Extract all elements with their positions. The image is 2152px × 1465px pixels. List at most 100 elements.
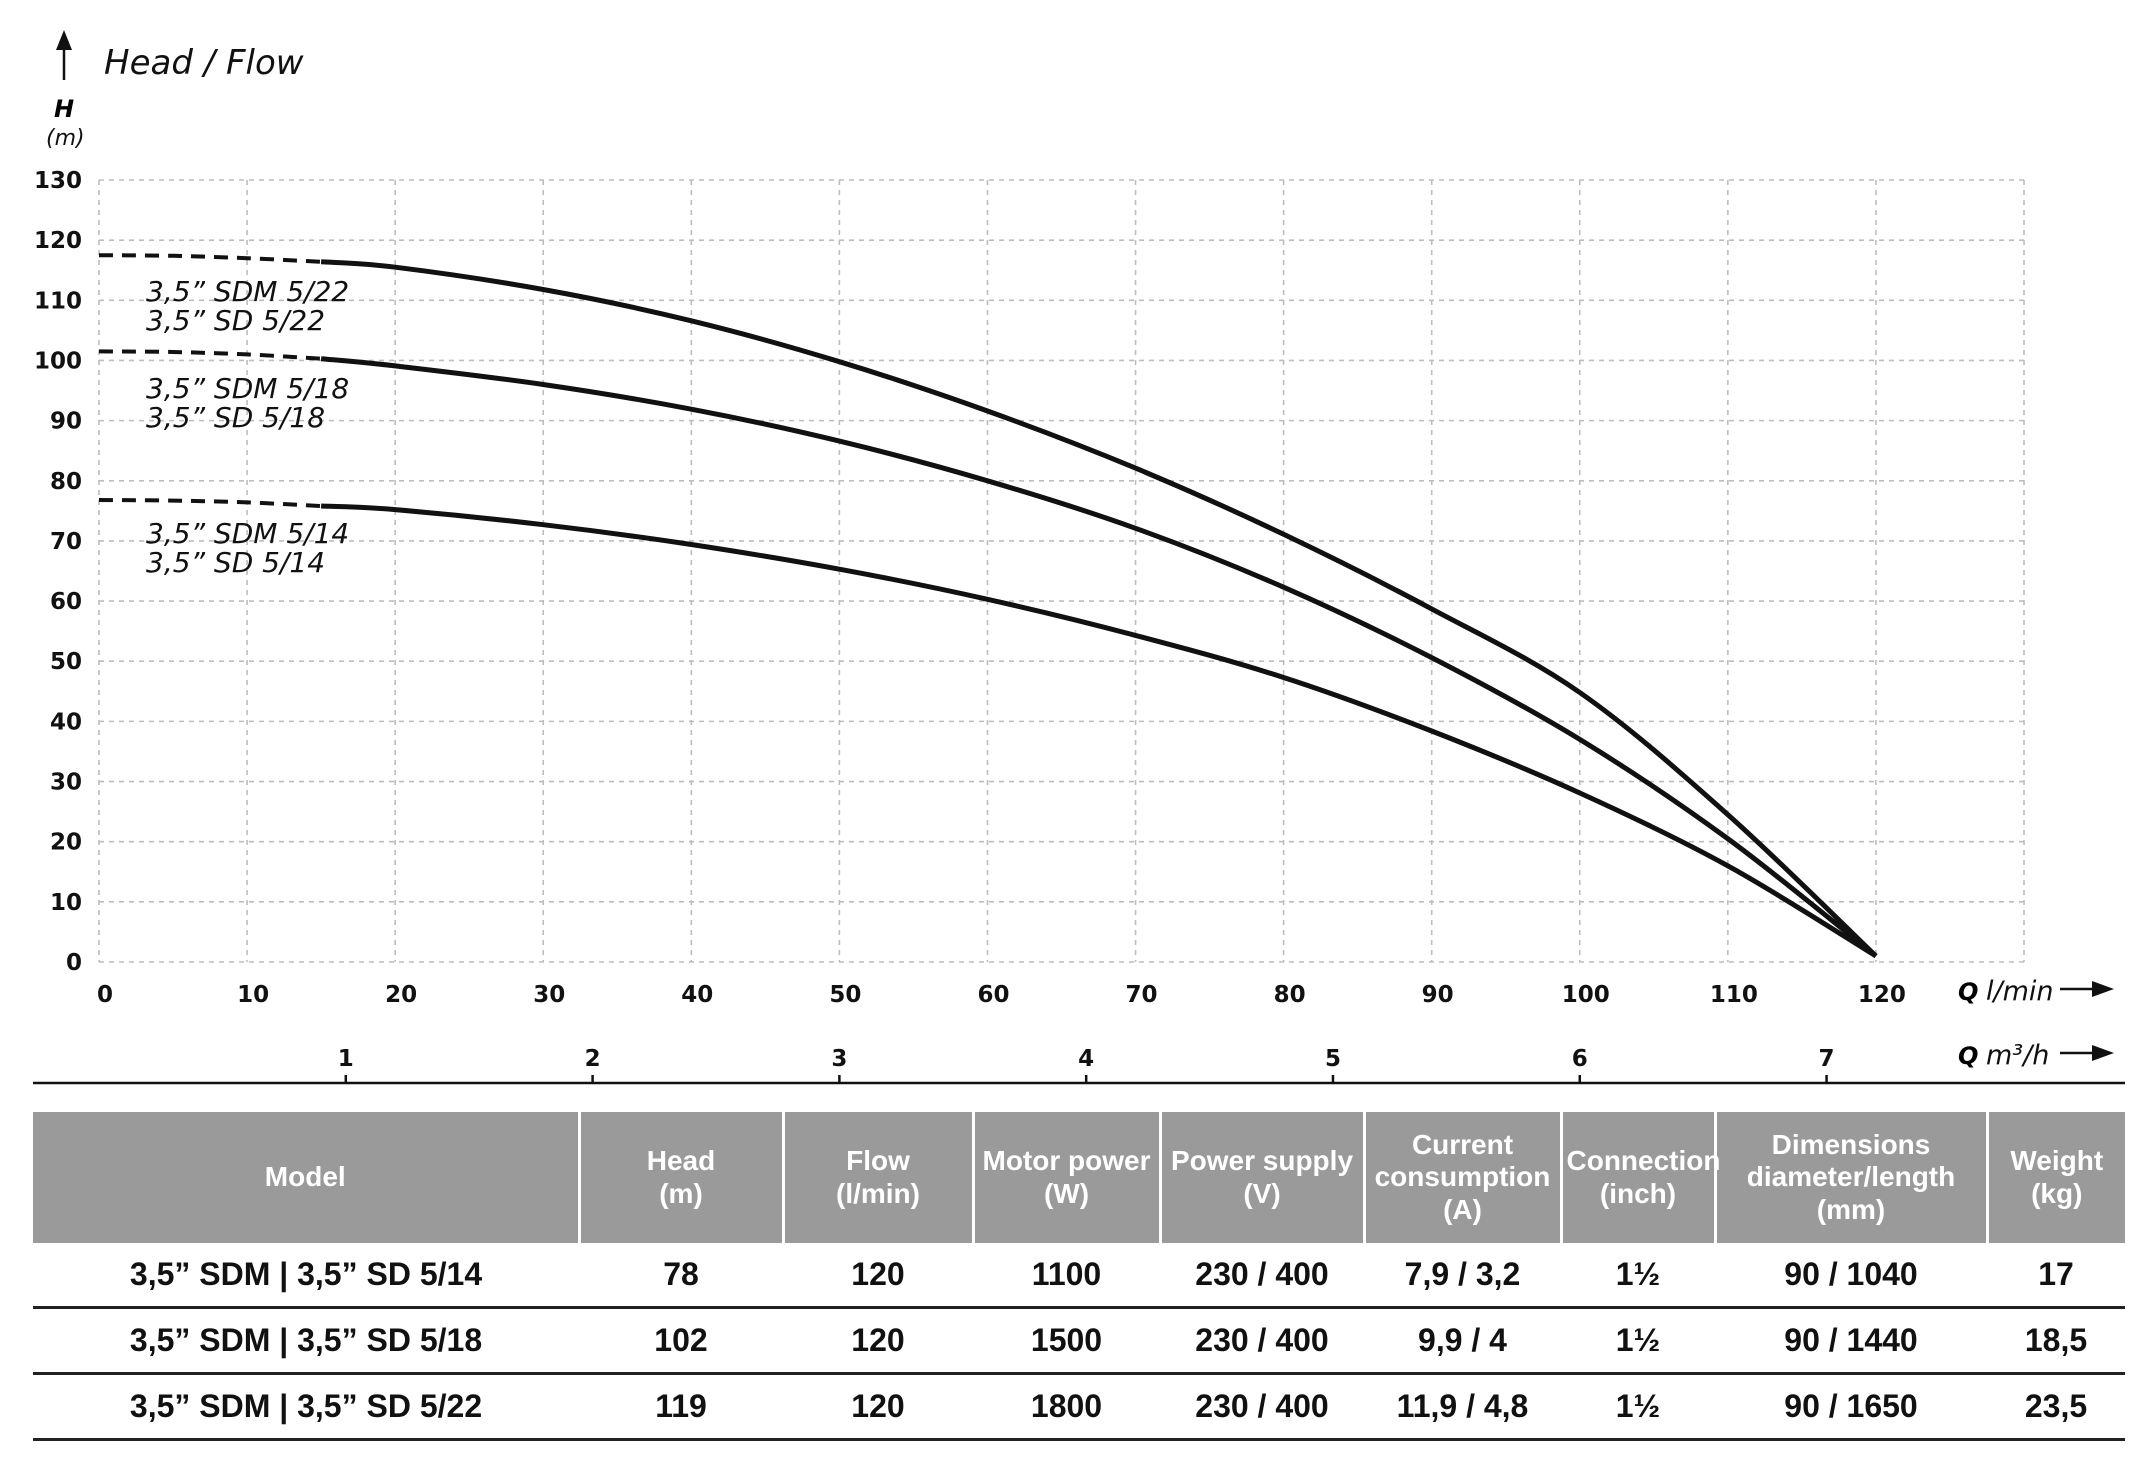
- y-tick-label: 60: [50, 589, 82, 615]
- cell-current: 9,9 / 4: [1364, 1307, 1561, 1375]
- x2-tick-label: 7: [1819, 1046, 1835, 1072]
- y-tick-label: 100: [34, 348, 82, 374]
- cell-flow: 120: [783, 1373, 973, 1441]
- x-tick-label: 50: [829, 982, 861, 1008]
- grid-layer: [98, 179, 2025, 963]
- cell-connection: 1½: [1561, 1243, 1715, 1309]
- y-tick-label: 70: [50, 529, 82, 555]
- cell-motor-power: 1100: [973, 1243, 1160, 1309]
- cell-model: 3,5” SDM | 3,5” SD 5/22: [33, 1373, 579, 1441]
- series-dashed-segment: [98, 253, 322, 264]
- x2-tick-labels: 1 2 3 4 5 6 7: [338, 1046, 1835, 1083]
- x-tick-label: 40: [681, 982, 713, 1008]
- cell-weight: 18,5: [1987, 1307, 2125, 1375]
- series-label-5-14-sd: 3,5” SD 5/14: [146, 546, 325, 579]
- cell-motor-power: 1800: [973, 1373, 1160, 1441]
- x-axis-unit: l/min: [1986, 976, 2054, 1007]
- y-tick-label: 30: [50, 770, 82, 796]
- cell-power-supply: 230 / 400: [1160, 1307, 1364, 1375]
- header-weight: Weight (kg): [1987, 1112, 2125, 1243]
- series-label-5-18: 3,5” SDM 5/18: [146, 372, 349, 405]
- chart-title: Head / Flow: [104, 43, 304, 83]
- header-motor-power: Motor power (W): [973, 1112, 1162, 1243]
- y-tick-label: 10: [50, 890, 82, 916]
- cell-head: 102: [579, 1307, 783, 1375]
- y-axis-label: H: [54, 95, 74, 123]
- x-tick-label: 60: [977, 982, 1009, 1008]
- cell-motor-power: 1500: [973, 1307, 1160, 1375]
- x-tick-label: 30: [533, 982, 565, 1008]
- cell-model: 3,5” SDM | 3,5” SD 5/14: [33, 1243, 579, 1309]
- cell-flow: 120: [783, 1243, 973, 1309]
- y-tick-label: 80: [50, 469, 82, 495]
- x-tick-label: 120: [1858, 982, 1906, 1008]
- y-tick-label: 50: [50, 649, 82, 675]
- x-tick-label: 80: [1274, 982, 1306, 1008]
- cell-current: 11,9 / 4,8: [1364, 1373, 1561, 1441]
- x2-tick-label: 5: [1325, 1046, 1341, 1072]
- series-line: [320, 356, 1878, 958]
- head-flow-chart: Head / Flow H (m) Q l/min Q m³/h 0102030…: [33, 30, 2125, 1085]
- x-tick-label: 90: [1422, 982, 1454, 1008]
- series-dashed-segment: [98, 349, 322, 361]
- cell-flow: 120: [783, 1307, 973, 1375]
- header-power-supply: Power supply (V): [1160, 1112, 1366, 1243]
- y-axis-unit: (m): [46, 126, 85, 151]
- x2-axis-unit: m³/h: [1986, 1040, 2049, 1071]
- series-line: [320, 259, 1878, 958]
- x-axis-label: Q: [1958, 978, 1978, 1006]
- x2-axis-label: Q: [1958, 1042, 1978, 1070]
- cell-weight: 23,5: [1987, 1373, 2125, 1441]
- y-tick-label: 130: [34, 168, 82, 194]
- table-row: 3,5” SDM | 3,5” SD 5/14 78 120 1100 230 …: [33, 1243, 2125, 1309]
- y-tick-label: 90: [50, 409, 82, 435]
- series-label-5-18-sd: 3,5” SD 5/18: [146, 401, 325, 434]
- cell-head: 78: [579, 1243, 783, 1309]
- table-row: 3,5” SDM | 3,5” SD 5/22 119 120 1800 230…: [33, 1373, 2125, 1441]
- series-label-5-22-sd: 3,5” SD 5/22: [146, 304, 325, 337]
- cell-model: 3,5” SDM | 3,5” SD 5/18: [33, 1307, 579, 1375]
- cell-weight: 17: [1987, 1243, 2125, 1309]
- x2-tick-label: 4: [1078, 1046, 1094, 1072]
- y-tick-label: 20: [50, 830, 82, 856]
- cell-dimensions: 90 / 1040: [1715, 1243, 1987, 1309]
- y-tick-label: 120: [34, 228, 82, 254]
- cell-connection: 1½: [1561, 1373, 1715, 1441]
- y-tick-label: 40: [50, 709, 82, 735]
- table-row: 3,5” SDM | 3,5” SD 5/18 102 120 1500 230…: [33, 1307, 2125, 1375]
- x2-tick-label: 6: [1572, 1046, 1588, 1072]
- table-header-row: Model Head (m) Flow (l/min) Motor power …: [33, 1112, 2125, 1243]
- header-flow: Flow (l/min): [783, 1112, 975, 1243]
- x-tick-labels: 0 10 20 30 40 50 60 70 80 90 100 110 120: [97, 982, 1906, 1008]
- x2-axis-arrowhead: [2092, 1045, 2114, 1061]
- header-model: Model: [33, 1112, 581, 1243]
- header-current: Current consumption (A): [1364, 1112, 1563, 1243]
- cell-dimensions: 90 / 1650: [1715, 1373, 1987, 1441]
- header-head: Head (m): [579, 1112, 785, 1243]
- cell-connection: 1½: [1561, 1307, 1715, 1375]
- spec-table: Model Head (m) Flow (l/min) Motor power …: [33, 1112, 2125, 1441]
- x2-tick-label: 1: [338, 1046, 354, 1072]
- y-tick-label: 110: [34, 288, 82, 314]
- header-connection: Connection (inch): [1561, 1112, 1721, 1243]
- series-dashed-segment: [98, 498, 322, 508]
- y-axis-arrowhead: [56, 30, 72, 50]
- x2-tick-label: 3: [831, 1046, 847, 1072]
- x-tick-label: 70: [1126, 982, 1158, 1008]
- y-tick-label: 0: [66, 950, 82, 976]
- cell-power-supply: 230 / 400: [1160, 1373, 1364, 1441]
- x-tick-label: 10: [237, 982, 269, 1008]
- series-labels: 3,5” SDM 5/22 3,5” SD 5/22 3,5” SDM 5/18…: [146, 275, 349, 579]
- cell-current: 7,9 / 3,2: [1364, 1243, 1561, 1309]
- cell-power-supply: 230 / 400: [1160, 1243, 1364, 1309]
- x-tick-label: 100: [1562, 982, 1610, 1008]
- y-tick-labels: 0 10 20 30 40 50 60 70 80 90 100 110 120 130: [34, 168, 82, 976]
- series-layer: [98, 253, 1878, 959]
- series-line: [320, 503, 1878, 959]
- x-axis-arrowhead: [2092, 981, 2114, 997]
- series-label-5-14: 3,5” SDM 5/14: [146, 517, 349, 550]
- cell-dimensions: 90 / 1440: [1715, 1307, 1987, 1375]
- x-tick-label: 110: [1710, 982, 1758, 1008]
- x2-tick-label: 2: [585, 1046, 601, 1072]
- cell-head: 119: [579, 1373, 783, 1441]
